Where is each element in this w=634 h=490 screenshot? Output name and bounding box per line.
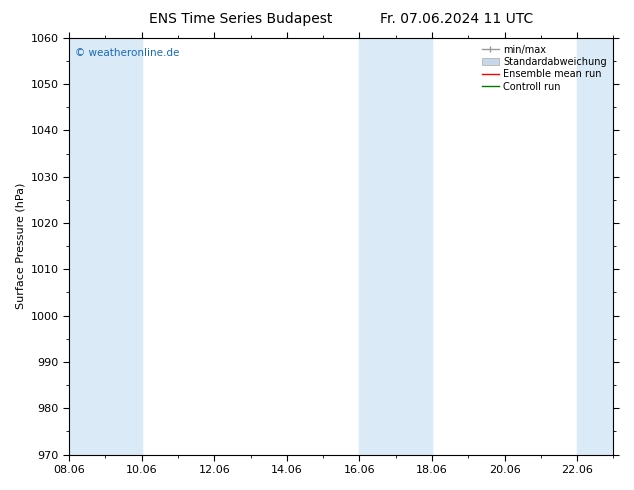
Text: Fr. 07.06.2024 11 UTC: Fr. 07.06.2024 11 UTC	[380, 12, 533, 26]
Bar	[396, 38, 432, 455]
Y-axis label: Surface Pressure (hPa): Surface Pressure (hPa)	[15, 183, 25, 309]
Bar	[105, 38, 141, 455]
Legend: min/max, Standardabweichung, Ensemble mean run, Controll run: min/max, Standardabweichung, Ensemble me…	[478, 41, 611, 96]
Bar	[69, 38, 105, 455]
Text: ENS Time Series Budapest: ENS Time Series Budapest	[149, 12, 333, 26]
Text: © weatheronline.de: © weatheronline.de	[75, 48, 179, 58]
Bar	[577, 38, 614, 455]
Bar	[359, 38, 396, 455]
